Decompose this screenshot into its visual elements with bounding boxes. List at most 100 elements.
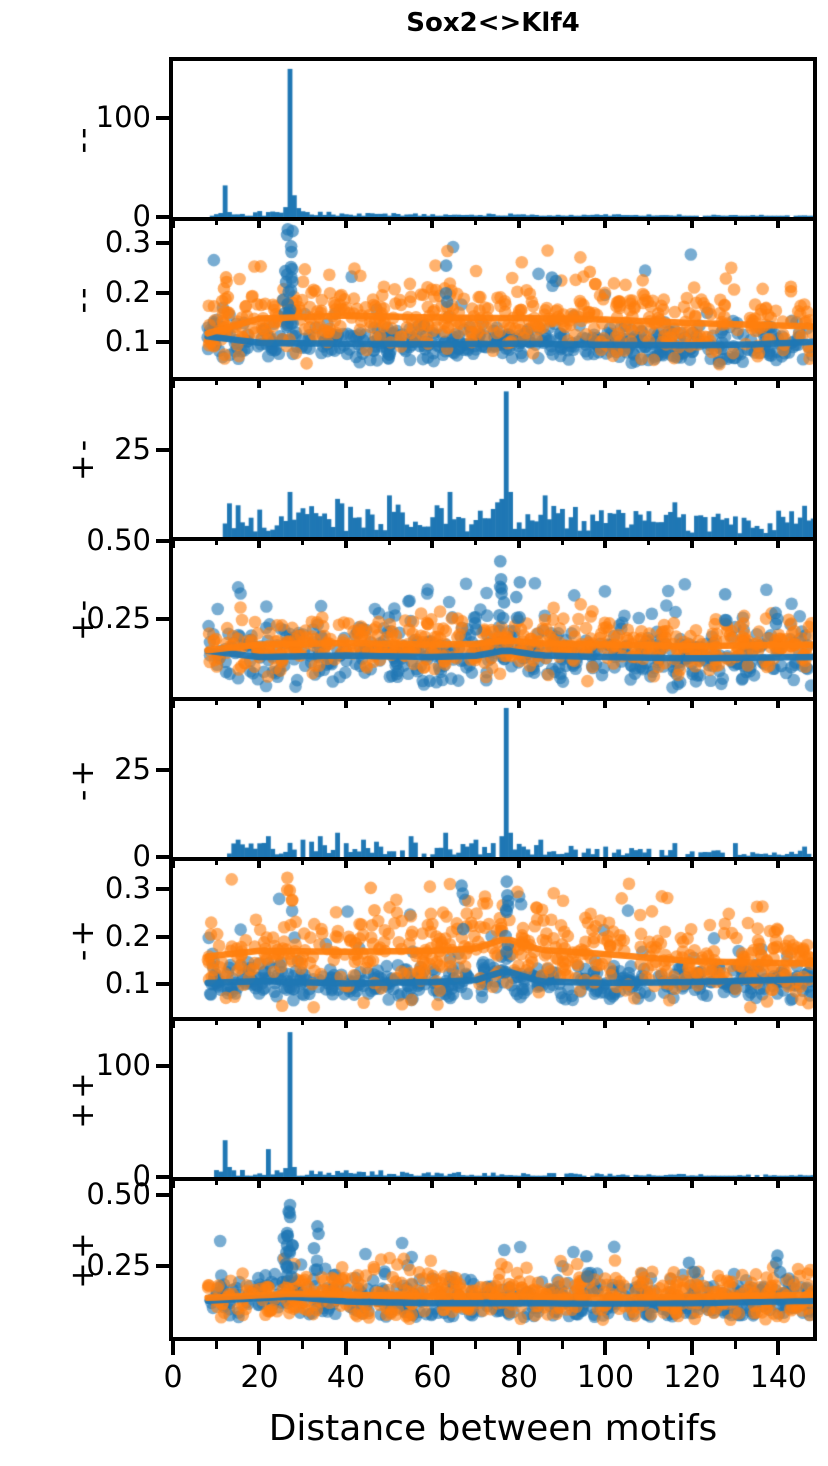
x-tick-mark-minor xyxy=(387,1339,391,1349)
x-tick-mark-minor xyxy=(387,1179,391,1185)
y-tick-mark xyxy=(156,934,169,939)
x-tick-mark-minor xyxy=(301,859,305,865)
x-tick-mark-minor xyxy=(733,1339,737,1349)
y-tick-label: 0.50 xyxy=(86,523,151,557)
y-tick-mark xyxy=(156,1264,169,1269)
y-tick-label: 0.3 xyxy=(104,225,151,260)
y-tick-mark xyxy=(156,539,169,543)
x-tick-mark-minor xyxy=(647,1339,651,1349)
x-tick-mark-major xyxy=(516,539,521,548)
x-tick-mark-major xyxy=(516,1339,521,1355)
x-tick-mark-major xyxy=(603,1339,608,1355)
x-tick-mark-major xyxy=(776,379,781,388)
x-tick-mark-major xyxy=(516,1019,521,1028)
x-tick-mark-minor xyxy=(733,1019,737,1025)
chart-title: Sox2<>Klf4 xyxy=(406,8,580,38)
x-tick-mark-major xyxy=(776,539,781,548)
x-tick-mark-minor xyxy=(301,1019,305,1025)
x-tick-mark-major xyxy=(171,219,175,228)
x-tick-mark-major xyxy=(257,859,262,868)
x-tick-mark-minor xyxy=(214,219,218,225)
panel-hist-minus-minus xyxy=(169,57,817,221)
x-tick-mark-minor xyxy=(647,539,651,545)
x-axis-label: Distance between motifs xyxy=(268,1408,718,1449)
panel-scatter-minus-plus xyxy=(169,857,817,1021)
x-tick-mark-minor xyxy=(214,379,218,385)
panel-hist-minus-plus xyxy=(169,697,817,861)
x-tick-mark-major xyxy=(776,219,781,228)
x-tick-mark-minor xyxy=(301,379,305,385)
y-tick-mark xyxy=(156,215,169,219)
x-tick-label: 20 xyxy=(240,1360,279,1395)
x-tick-mark-minor xyxy=(733,699,737,705)
x-tick-mark-minor xyxy=(387,219,391,225)
y-tick-label: 0 xyxy=(132,199,151,233)
x-tick-mark-major xyxy=(603,859,608,868)
x-tick-mark-major xyxy=(430,699,435,708)
x-tick-mark-major xyxy=(603,379,608,388)
x-tick-mark-minor xyxy=(560,379,564,385)
x-tick-mark-major xyxy=(776,1019,781,1028)
x-tick-mark-major xyxy=(603,219,608,228)
panel-scatter-plus-plus xyxy=(169,1177,817,1341)
x-tick-mark-major xyxy=(430,1019,435,1028)
x-tick-mark-minor xyxy=(214,699,218,705)
x-tick-mark-major xyxy=(257,219,262,228)
x-tick-mark-major xyxy=(430,379,435,388)
x-tick-mark-major xyxy=(689,539,694,548)
x-tick-mark-minor xyxy=(647,379,651,385)
y-tick-label: 0.50 xyxy=(86,1177,151,1212)
y-tick-label: 0.1 xyxy=(104,324,151,359)
x-tick-mark-major xyxy=(603,1019,608,1028)
x-tick-mark-minor xyxy=(387,379,391,385)
x-tick-mark-minor xyxy=(733,859,737,865)
x-tick-label: 0 xyxy=(163,1360,183,1395)
panel-hist-minus-plus-canvas xyxy=(173,701,813,857)
x-tick-mark-minor xyxy=(474,1019,478,1025)
x-tick-mark-minor xyxy=(474,539,478,545)
y-tick-label: 0 xyxy=(132,839,151,873)
y-tick-label: 0.2 xyxy=(104,918,151,953)
y-tick-label: 0.25 xyxy=(86,1248,151,1283)
panel-scatter-minus-plus-canvas xyxy=(173,861,813,1017)
x-tick-mark-minor xyxy=(214,539,218,545)
x-tick-mark-major xyxy=(343,1339,348,1355)
x-tick-mark-major xyxy=(171,1179,175,1188)
x-tick-mark-minor xyxy=(647,1179,651,1185)
x-tick-mark-minor xyxy=(647,1019,651,1025)
x-tick-mark-major xyxy=(343,1019,348,1028)
x-tick-mark-major xyxy=(516,219,521,228)
x-tick-mark-major xyxy=(603,1179,608,1188)
x-tick-mark-major xyxy=(689,699,694,708)
x-tick-mark-minor xyxy=(474,859,478,865)
x-tick-mark-minor xyxy=(560,539,564,545)
x-tick-mark-major xyxy=(171,1019,175,1028)
y-tick-mark xyxy=(156,1063,169,1068)
panel-hist-plus-plus-canvas xyxy=(173,1021,813,1177)
x-tick-mark-minor xyxy=(387,859,391,865)
x-tick-mark-major xyxy=(257,379,262,388)
x-tick-mark-major xyxy=(343,219,348,228)
x-tick-mark-minor xyxy=(214,859,218,865)
x-tick-mark-minor xyxy=(733,1179,737,1185)
y-tick-mark xyxy=(156,768,169,773)
x-tick-mark-major xyxy=(257,1019,262,1028)
x-tick-mark-minor xyxy=(474,379,478,385)
y-tick-mark xyxy=(156,1193,169,1198)
x-tick-mark-major xyxy=(171,1339,175,1355)
x-tick-mark-minor xyxy=(560,1179,564,1185)
y-tick-label: 0.3 xyxy=(104,871,151,906)
y-tick-mark xyxy=(156,116,169,121)
x-tick-mark-minor xyxy=(301,539,305,545)
y-tick-mark xyxy=(156,855,169,859)
x-tick-label: 60 xyxy=(413,1360,452,1395)
x-tick-mark-minor xyxy=(214,1339,218,1349)
x-tick-mark-major xyxy=(776,1339,781,1355)
y-tick-mark xyxy=(156,448,169,453)
x-tick-mark-major xyxy=(430,1179,435,1188)
x-tick-mark-major xyxy=(257,539,262,548)
y-tick-label: 25 xyxy=(114,432,151,467)
x-tick-mark-minor xyxy=(301,1179,305,1185)
x-tick-mark-major xyxy=(430,859,435,868)
x-tick-mark-major xyxy=(343,539,348,548)
